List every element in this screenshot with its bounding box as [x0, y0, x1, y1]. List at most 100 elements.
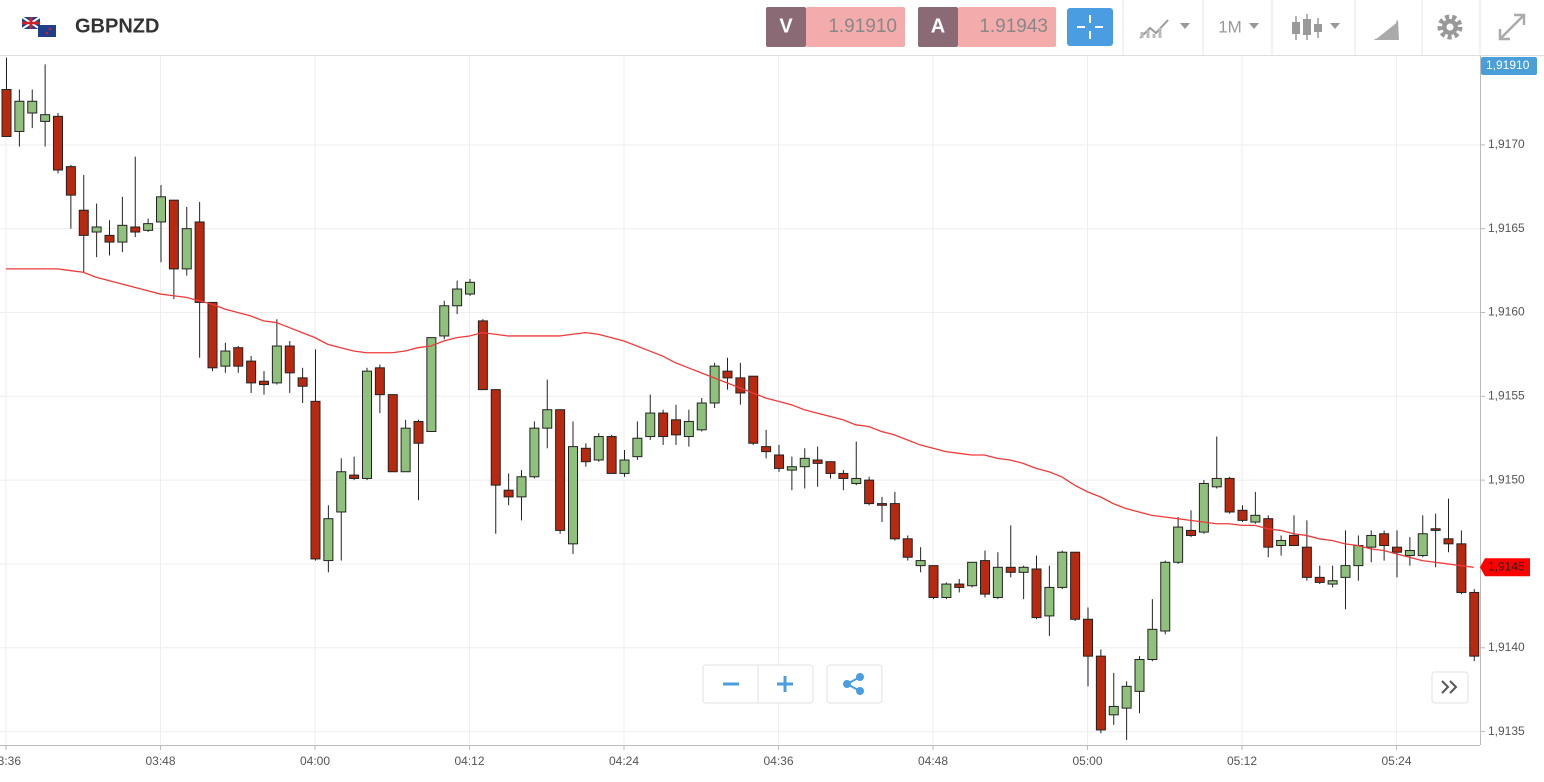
flag-cross: [22, 17, 40, 29]
candle-body: [503, 489, 514, 498]
zoom-in[interactable]: [777, 676, 793, 692]
candle-body: [1095, 655, 1106, 731]
settings-button[interactable]: [1437, 14, 1463, 40]
candle-body: [336, 471, 347, 513]
candle-body: [1237, 509, 1248, 521]
scroll-end-icon: [1441, 680, 1458, 694]
ask-button[interactable]: A 1.91943: [918, 7, 1056, 47]
candle-body: [941, 583, 952, 598]
y-tick-label: 1,9165: [1488, 221, 1525, 235]
dropdown-caret: [1180, 23, 1190, 29]
candle-body: [516, 476, 527, 498]
plot: [1, 57, 1480, 740]
candle-body: [748, 375, 759, 444]
candle-body: [246, 360, 257, 384]
candle-body: [1327, 580, 1338, 585]
candle-body: [1353, 545, 1364, 567]
share-icon: [843, 680, 851, 688]
candle-body: [53, 115, 63, 171]
candle-body: [490, 389, 501, 486]
candle-body: [1379, 533, 1390, 547]
x-tick-label: 04:12: [454, 754, 484, 768]
chart-type-icon: [1303, 19, 1311, 35]
candle-body: [207, 301, 218, 369]
candle-body: [580, 447, 591, 463]
fullscreen-button[interactable]: [1498, 13, 1526, 41]
candle-body: [477, 320, 488, 391]
candle-body: [889, 503, 900, 540]
candle-body: [1083, 618, 1093, 657]
x-tick-label: 04:00: [300, 754, 330, 768]
candle-body: [799, 457, 810, 468]
dropdown-caret: [1249, 23, 1259, 29]
share-icon: [856, 673, 864, 681]
candle-body: [1134, 659, 1145, 692]
chart-type-button[interactable]: [1292, 14, 1340, 40]
candle-body: [774, 454, 784, 469]
candle-body: [1, 89, 12, 137]
x-tick-label: 04:48: [918, 754, 948, 768]
value-tag: [1480, 558, 1530, 577]
candle-body: [593, 436, 604, 461]
candle-body: [465, 281, 475, 295]
indicators-button[interactable]: [1139, 19, 1190, 39]
candle-body: [40, 114, 51, 122]
grid: [0, 56, 1480, 745]
bid-button[interactable]: V 1.91910: [766, 7, 905, 47]
candle-body: [104, 234, 115, 243]
flag-nz: [38, 25, 56, 37]
candle-body: [1147, 628, 1158, 661]
candle-body: [194, 221, 205, 303]
share-button[interactable]: [826, 664, 883, 704]
candle-body: [606, 436, 617, 474]
candle-body: [1173, 526, 1184, 563]
x-tick-label: 04:36: [763, 754, 793, 768]
candle-body: [1263, 518, 1274, 548]
candle-body: [1198, 482, 1209, 533]
candle-body: [825, 461, 836, 474]
candle-body: [645, 412, 656, 438]
x-tick-label: 03:48: [145, 754, 175, 768]
candle-body: [413, 420, 424, 444]
candle-body: [1044, 586, 1055, 617]
candle-body: [902, 538, 913, 558]
price-tag-label: 1,91910: [1486, 58, 1530, 72]
candle-body: [1211, 477, 1222, 488]
candle-body: [632, 437, 643, 458]
scroll-end-button[interactable]: [1431, 671, 1469, 704]
candle-body: [709, 365, 720, 404]
candle-body: [1301, 546, 1312, 578]
candle-body: [1005, 566, 1016, 573]
candle-body: [954, 583, 965, 588]
candle-body: [426, 337, 437, 433]
candle-body: [1250, 514, 1261, 523]
bid-label-box: [766, 7, 806, 47]
candle-body: [1340, 565, 1351, 578]
ask-label: A: [931, 15, 945, 37]
timeframe-button[interactable]: 1M: [1218, 17, 1259, 36]
ask-price-box: [958, 7, 1056, 47]
candle-body: [362, 370, 372, 479]
drawing-button[interactable]: [1374, 20, 1399, 40]
candle-body: [65, 166, 76, 196]
value-tag-label: 1,9145: [1488, 559, 1525, 573]
candle-body: [14, 100, 25, 132]
candle-body: [452, 288, 463, 307]
candle-body: [722, 370, 733, 379]
crosshair-button[interactable]: [1067, 8, 1113, 46]
candle-body: [696, 402, 707, 431]
candle-body: [683, 420, 694, 438]
candle-body: [297, 377, 308, 387]
x-tick-label: 05:12: [1227, 754, 1257, 768]
candle-body: [233, 347, 244, 367]
candle-body: [1070, 551, 1081, 620]
candle-body: [1057, 551, 1068, 588]
candle-body: [1031, 568, 1042, 619]
flag: [21, 16, 56, 37]
crosshair-box: [1067, 8, 1113, 46]
moving-average: [6, 268, 1474, 568]
candle-body: [156, 196, 166, 223]
candle-body: [864, 479, 875, 505]
